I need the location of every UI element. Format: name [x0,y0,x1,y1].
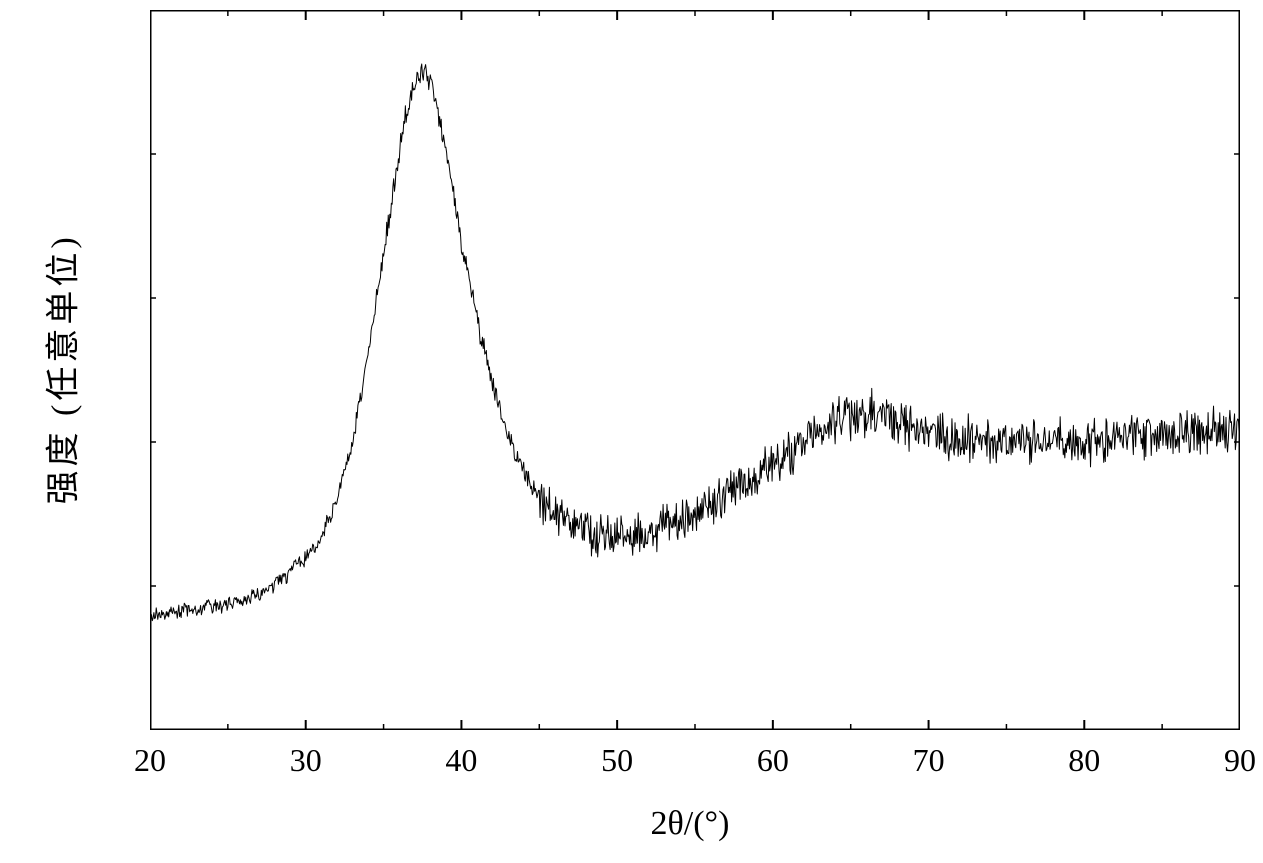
xtick-label: 60 [748,742,798,779]
xtick-label: 70 [904,742,954,779]
xtick-label: 90 [1215,742,1263,779]
plot-svg [150,10,1240,730]
xtick-label: 80 [1059,742,1109,779]
xtick-label: 40 [436,742,486,779]
y-axis-label: 强度 (任意单位) [36,245,85,505]
x-axis-label: 2θ/(°) [540,805,840,843]
xtick-label: 50 [592,742,642,779]
xrd-figure: 强度 (任意单位) 20 30 40 50 60 70 80 90 2θ/(°) [0,0,1263,863]
xtick-label: 20 [125,742,175,779]
plot-area [150,10,1240,730]
xtick-label: 30 [281,742,331,779]
xrd-trace [150,64,1240,621]
